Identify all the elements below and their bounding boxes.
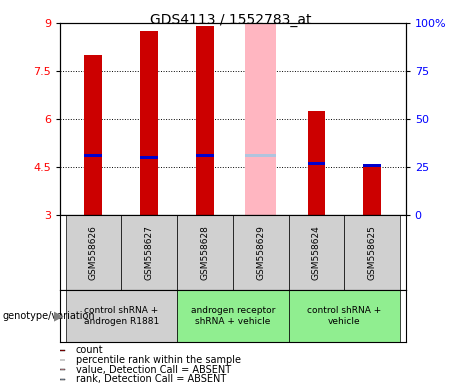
Bar [289, 215, 344, 290]
Text: genotype/variation: genotype/variation [2, 311, 95, 321]
Text: GSM558625: GSM558625 [368, 225, 377, 280]
Bar [363, 164, 381, 215]
Bar [121, 215, 177, 290]
Bar [245, 154, 276, 157]
Bar [196, 154, 214, 157]
Text: value, Detection Call = ABSENT: value, Detection Call = ABSENT [76, 364, 231, 375]
Bar [307, 111, 325, 215]
Text: GSM558627: GSM558627 [145, 225, 154, 280]
Bar [60, 369, 65, 370]
Bar [177, 290, 289, 342]
Bar [140, 156, 158, 159]
Text: ▶: ▶ [54, 309, 64, 322]
Text: GSM558629: GSM558629 [256, 225, 265, 280]
Bar [140, 31, 158, 215]
Bar [233, 215, 289, 290]
Bar [363, 164, 381, 167]
Bar [289, 290, 400, 342]
Bar [307, 162, 325, 165]
Text: GSM558626: GSM558626 [89, 225, 98, 280]
Bar [65, 215, 121, 290]
Bar [196, 26, 214, 215]
Bar [177, 215, 233, 290]
Text: GDS4113 / 1552783_at: GDS4113 / 1552783_at [150, 13, 311, 27]
Text: control shRNA +
androgen R1881: control shRNA + androgen R1881 [83, 306, 159, 326]
Text: androgen receptor
shRNA + vehicle: androgen receptor shRNA + vehicle [190, 306, 275, 326]
Bar [84, 154, 102, 157]
Text: rank, Detection Call = ABSENT: rank, Detection Call = ABSENT [76, 374, 226, 384]
Bar [344, 215, 400, 290]
Text: control shRNA +
vehicle: control shRNA + vehicle [307, 306, 381, 326]
Bar [245, 23, 276, 215]
Text: GSM558628: GSM558628 [201, 225, 209, 280]
Bar [60, 350, 65, 351]
Bar [65, 290, 177, 342]
Text: percentile rank within the sample: percentile rank within the sample [76, 355, 241, 365]
Text: count: count [76, 345, 104, 356]
Text: GSM558624: GSM558624 [312, 225, 321, 280]
Bar [84, 55, 102, 215]
